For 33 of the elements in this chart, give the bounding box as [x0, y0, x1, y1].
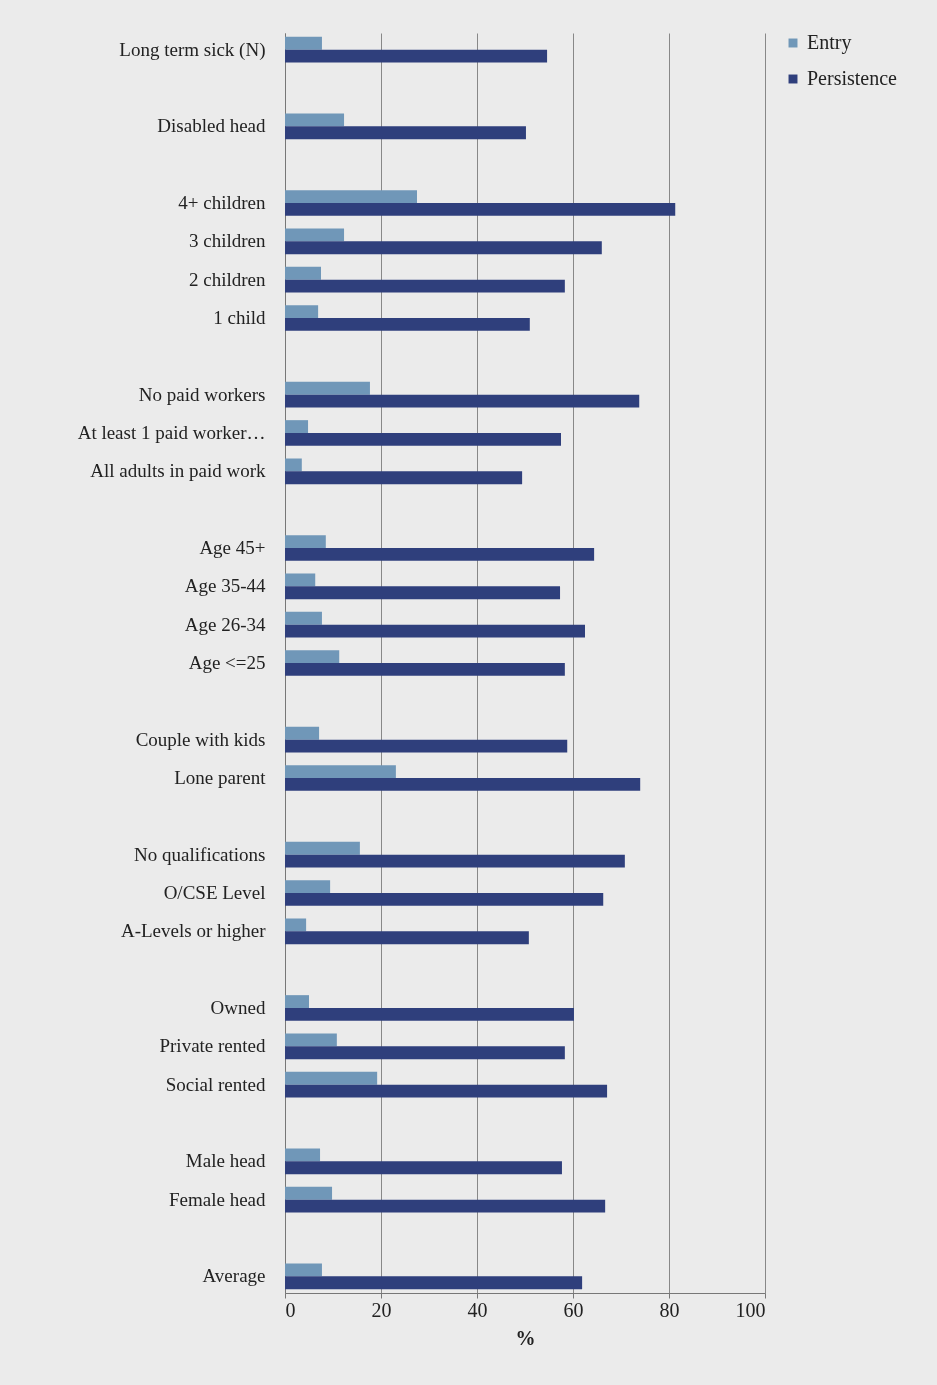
- y-tick-label: Long term sick (N): [119, 38, 266, 61]
- y-tick-label: 2 children: [188, 268, 266, 290]
- y-tick-label: No qualifications: [134, 843, 266, 865]
- y-tick-label: 4+ children: [178, 192, 266, 214]
- y-tick-label: Age <=25: [188, 652, 266, 673]
- y-tick-label: Owned: [210, 997, 266, 1018]
- y-tick-label: Age 26-34: [184, 613, 266, 635]
- y-tick-label: Disabled head: [157, 115, 266, 137]
- y-tick-label: O/CSE Level: [163, 882, 266, 903]
- y-tick-label: No paid workers: [138, 383, 266, 405]
- legend-label: Persistence: [807, 67, 898, 89]
- y-tick-label: 1 child: [213, 307, 266, 328]
- y-tick-label: Social rented: [165, 1073, 266, 1095]
- y-tick-label: Average: [202, 1265, 266, 1287]
- y-tick-label: A-Levels or higher: [120, 920, 267, 942]
- x-tick-label: 40: [467, 1298, 488, 1321]
- x-tick-label: 60: [563, 1298, 584, 1321]
- y-tick-label: Female head: [168, 1188, 266, 1210]
- x-tick-label: 80: [659, 1298, 680, 1321]
- x-tick-label: 100: [735, 1298, 766, 1321]
- legend-label: Entry: [807, 31, 852, 54]
- y-tick-label: Age 35-44: [184, 575, 266, 597]
- y-tick-label: 3 children: [188, 230, 266, 252]
- y-tick-label: Age 45+: [199, 537, 266, 558]
- x-tick-label: 0: [285, 1298, 296, 1321]
- x-tick-label: 20: [371, 1298, 392, 1321]
- y-tick-label: Lone parent: [174, 767, 267, 788]
- y-tick-label: All adults in paid work: [90, 460, 266, 482]
- y-tick-label: Couple with kids: [135, 728, 266, 750]
- y-tick-label: Male head: [185, 1150, 266, 1172]
- y-tick-label: Private rented: [159, 1035, 266, 1057]
- x-axis-title: %: [515, 1326, 536, 1349]
- y-tick-label: At least 1 paid worker…: [77, 422, 266, 443]
